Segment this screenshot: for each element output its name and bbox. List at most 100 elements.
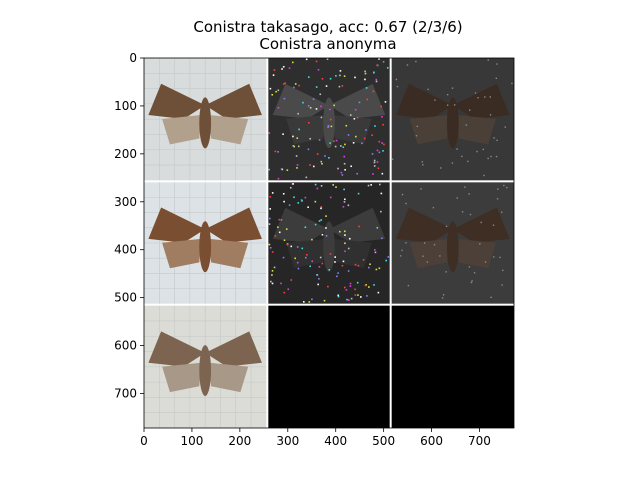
noise-pixel bbox=[302, 101, 304, 104]
noise-pixel bbox=[347, 204, 350, 207]
noise-pixel bbox=[340, 171, 343, 174]
noise-pixel bbox=[281, 68, 283, 70]
noise-pixel bbox=[293, 86, 295, 89]
noise-pixel bbox=[285, 228, 288, 230]
noise-pixel bbox=[344, 168, 346, 171]
noise-pixel bbox=[375, 78, 378, 81]
image-panel-1-0 bbox=[144, 182, 267, 304]
noise-pixel bbox=[415, 135, 418, 137]
noise-pixel bbox=[378, 140, 381, 143]
noise-pixel bbox=[415, 60, 417, 63]
noise-pixel bbox=[293, 196, 295, 199]
noise-pixel bbox=[342, 260, 345, 263]
noise-pixel bbox=[496, 139, 498, 142]
noise-pixel bbox=[377, 167, 380, 170]
noise-pixel bbox=[499, 256, 501, 259]
noise-pixel bbox=[407, 284, 410, 287]
moth-body bbox=[323, 221, 335, 272]
noise-pixel bbox=[405, 242, 407, 244]
noise-pixel bbox=[297, 202, 300, 204]
noise-pixel bbox=[320, 116, 323, 119]
noise-pixel bbox=[311, 260, 314, 263]
noise-pixel bbox=[286, 169, 289, 171]
noise-pixel bbox=[381, 172, 384, 175]
noise-pixel bbox=[277, 177, 280, 180]
moth-forewing-left bbox=[396, 207, 453, 243]
noise-pixel bbox=[373, 284, 375, 286]
noise-pixel bbox=[441, 297, 444, 299]
noise-pixel bbox=[308, 301, 311, 303]
noise-pixel bbox=[453, 104, 456, 106]
x-tick-label: 600 bbox=[420, 434, 443, 448]
noise-pixel bbox=[327, 126, 329, 128]
moth-hindwing-left bbox=[286, 238, 326, 268]
noise-pixel bbox=[318, 277, 320, 280]
noise-pixel bbox=[386, 67, 389, 69]
moth-body bbox=[199, 97, 212, 149]
noise-pixel bbox=[337, 167, 339, 170]
noise-pixel bbox=[273, 266, 276, 269]
noise-pixel bbox=[307, 105, 310, 107]
noise-pixel bbox=[446, 104, 449, 106]
noise-pixel bbox=[422, 164, 424, 166]
noise-pixel bbox=[314, 200, 317, 203]
moth-body bbox=[446, 97, 459, 149]
panel-background bbox=[268, 305, 390, 428]
noise-pixel bbox=[319, 93, 322, 96]
noise-pixel bbox=[375, 80, 378, 83]
y-tick-label: 200 bbox=[114, 147, 137, 161]
noise-pixel bbox=[321, 233, 324, 236]
noise-pixel bbox=[286, 243, 289, 246]
noise-pixel bbox=[401, 249, 403, 252]
noise-pixel bbox=[291, 61, 294, 64]
noise-pixel bbox=[469, 213, 472, 216]
moth-hindwing-right bbox=[209, 115, 249, 145]
noise-pixel bbox=[332, 184, 334, 186]
noise-pixel bbox=[297, 112, 299, 115]
noise-pixel bbox=[376, 149, 379, 152]
noise-pixel bbox=[347, 134, 350, 136]
noise-pixel bbox=[294, 83, 297, 85]
noise-pixel bbox=[320, 206, 323, 208]
noise-pixel bbox=[350, 165, 353, 168]
noise-pixel bbox=[461, 155, 463, 158]
noise-pixel bbox=[363, 137, 366, 140]
noise-pixel bbox=[360, 296, 362, 298]
noise-pixel bbox=[373, 159, 376, 162]
noise-pixel bbox=[329, 77, 332, 80]
noise-pixel bbox=[356, 172, 359, 175]
noise-pixel bbox=[295, 155, 298, 157]
noise-pixel bbox=[344, 250, 346, 253]
noise-pixel bbox=[345, 289, 348, 291]
noise-pixel bbox=[342, 205, 345, 208]
noise-pixel bbox=[382, 123, 384, 126]
noise-pixel bbox=[378, 58, 380, 60]
noise-pixel bbox=[471, 280, 473, 282]
noise-pixel bbox=[335, 75, 337, 77]
noise-pixel bbox=[288, 204, 291, 206]
noise-pixel bbox=[349, 114, 352, 116]
moth-forewing-right bbox=[205, 331, 262, 367]
noise-pixel bbox=[280, 219, 283, 221]
noise-pixel bbox=[401, 193, 404, 196]
noise-pixel bbox=[350, 297, 353, 300]
noise-pixel bbox=[309, 164, 311, 166]
y-tick-label: 400 bbox=[114, 243, 137, 257]
noise-pixel bbox=[349, 282, 352, 285]
noise-pixel bbox=[344, 234, 346, 236]
moth-forewing-right bbox=[329, 83, 386, 119]
noise-pixel bbox=[501, 211, 503, 213]
noise-pixel bbox=[325, 215, 327, 217]
noise-pixel bbox=[278, 218, 281, 221]
noise-pixel bbox=[277, 89, 280, 92]
noise-pixel bbox=[341, 85, 344, 87]
noise-pixel bbox=[282, 192, 285, 195]
noise-pixel bbox=[317, 68, 320, 71]
noise-pixel bbox=[399, 255, 402, 257]
noise-pixel bbox=[476, 150, 478, 153]
noise-pixel bbox=[482, 148, 484, 151]
noise-pixel bbox=[312, 98, 315, 100]
noise-pixel bbox=[375, 268, 378, 271]
noise-pixel bbox=[364, 72, 367, 75]
noise-pixel bbox=[318, 139, 321, 141]
